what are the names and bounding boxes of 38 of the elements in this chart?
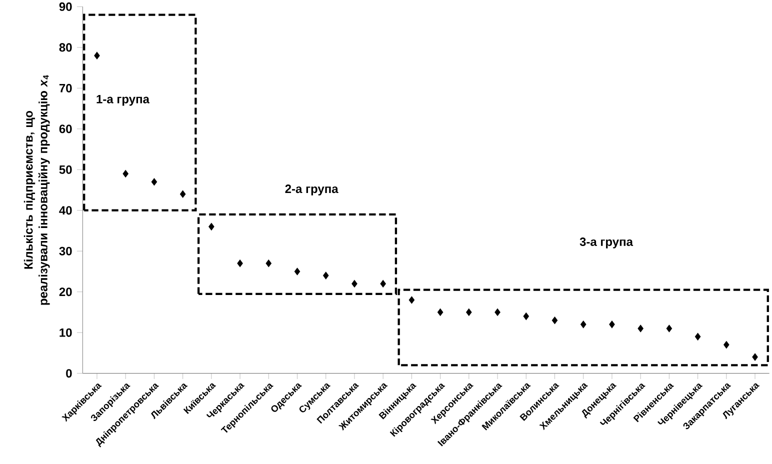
point	[523, 312, 530, 320]
point	[494, 308, 500, 316]
y-tick-label: 20	[59, 288, 72, 296]
point	[94, 52, 100, 60]
point	[437, 308, 444, 316]
y-tick-label: 50	[59, 165, 72, 174]
y-tick-label: 80	[59, 43, 72, 52]
point	[266, 260, 272, 268]
point	[294, 268, 300, 276]
y-tick-label: 40	[59, 206, 72, 215]
y-tick-label: 70	[59, 84, 72, 92]
annotation: 2-а група	[285, 184, 338, 196]
y-tick-label: 90	[59, 2, 72, 11]
point	[380, 280, 386, 288]
point	[752, 353, 758, 361]
point	[408, 296, 415, 304]
y-tick-label: 10	[60, 328, 72, 337]
y-tick-label: 0	[66, 369, 72, 378]
y-tick-label: 60	[59, 124, 72, 134]
y-tick-label: 30	[59, 246, 72, 256]
annotation: 3-а група	[580, 238, 634, 248]
point	[151, 178, 158, 186]
point	[552, 316, 558, 324]
point	[580, 320, 586, 328]
point	[208, 222, 214, 230]
point	[237, 260, 243, 268]
annotation: 1-а група	[96, 95, 150, 106]
point	[694, 332, 701, 340]
point	[322, 272, 329, 280]
point	[724, 341, 730, 349]
point	[638, 324, 644, 332]
point	[666, 324, 672, 332]
point	[352, 280, 358, 288]
y-axis-title: Кількість підприємств, що реалізували інноваційну продукцію x$_{4}$	[24, 75, 50, 305]
point	[609, 320, 615, 328]
point	[122, 170, 128, 178]
point	[466, 308, 472, 316]
point	[180, 190, 186, 198]
